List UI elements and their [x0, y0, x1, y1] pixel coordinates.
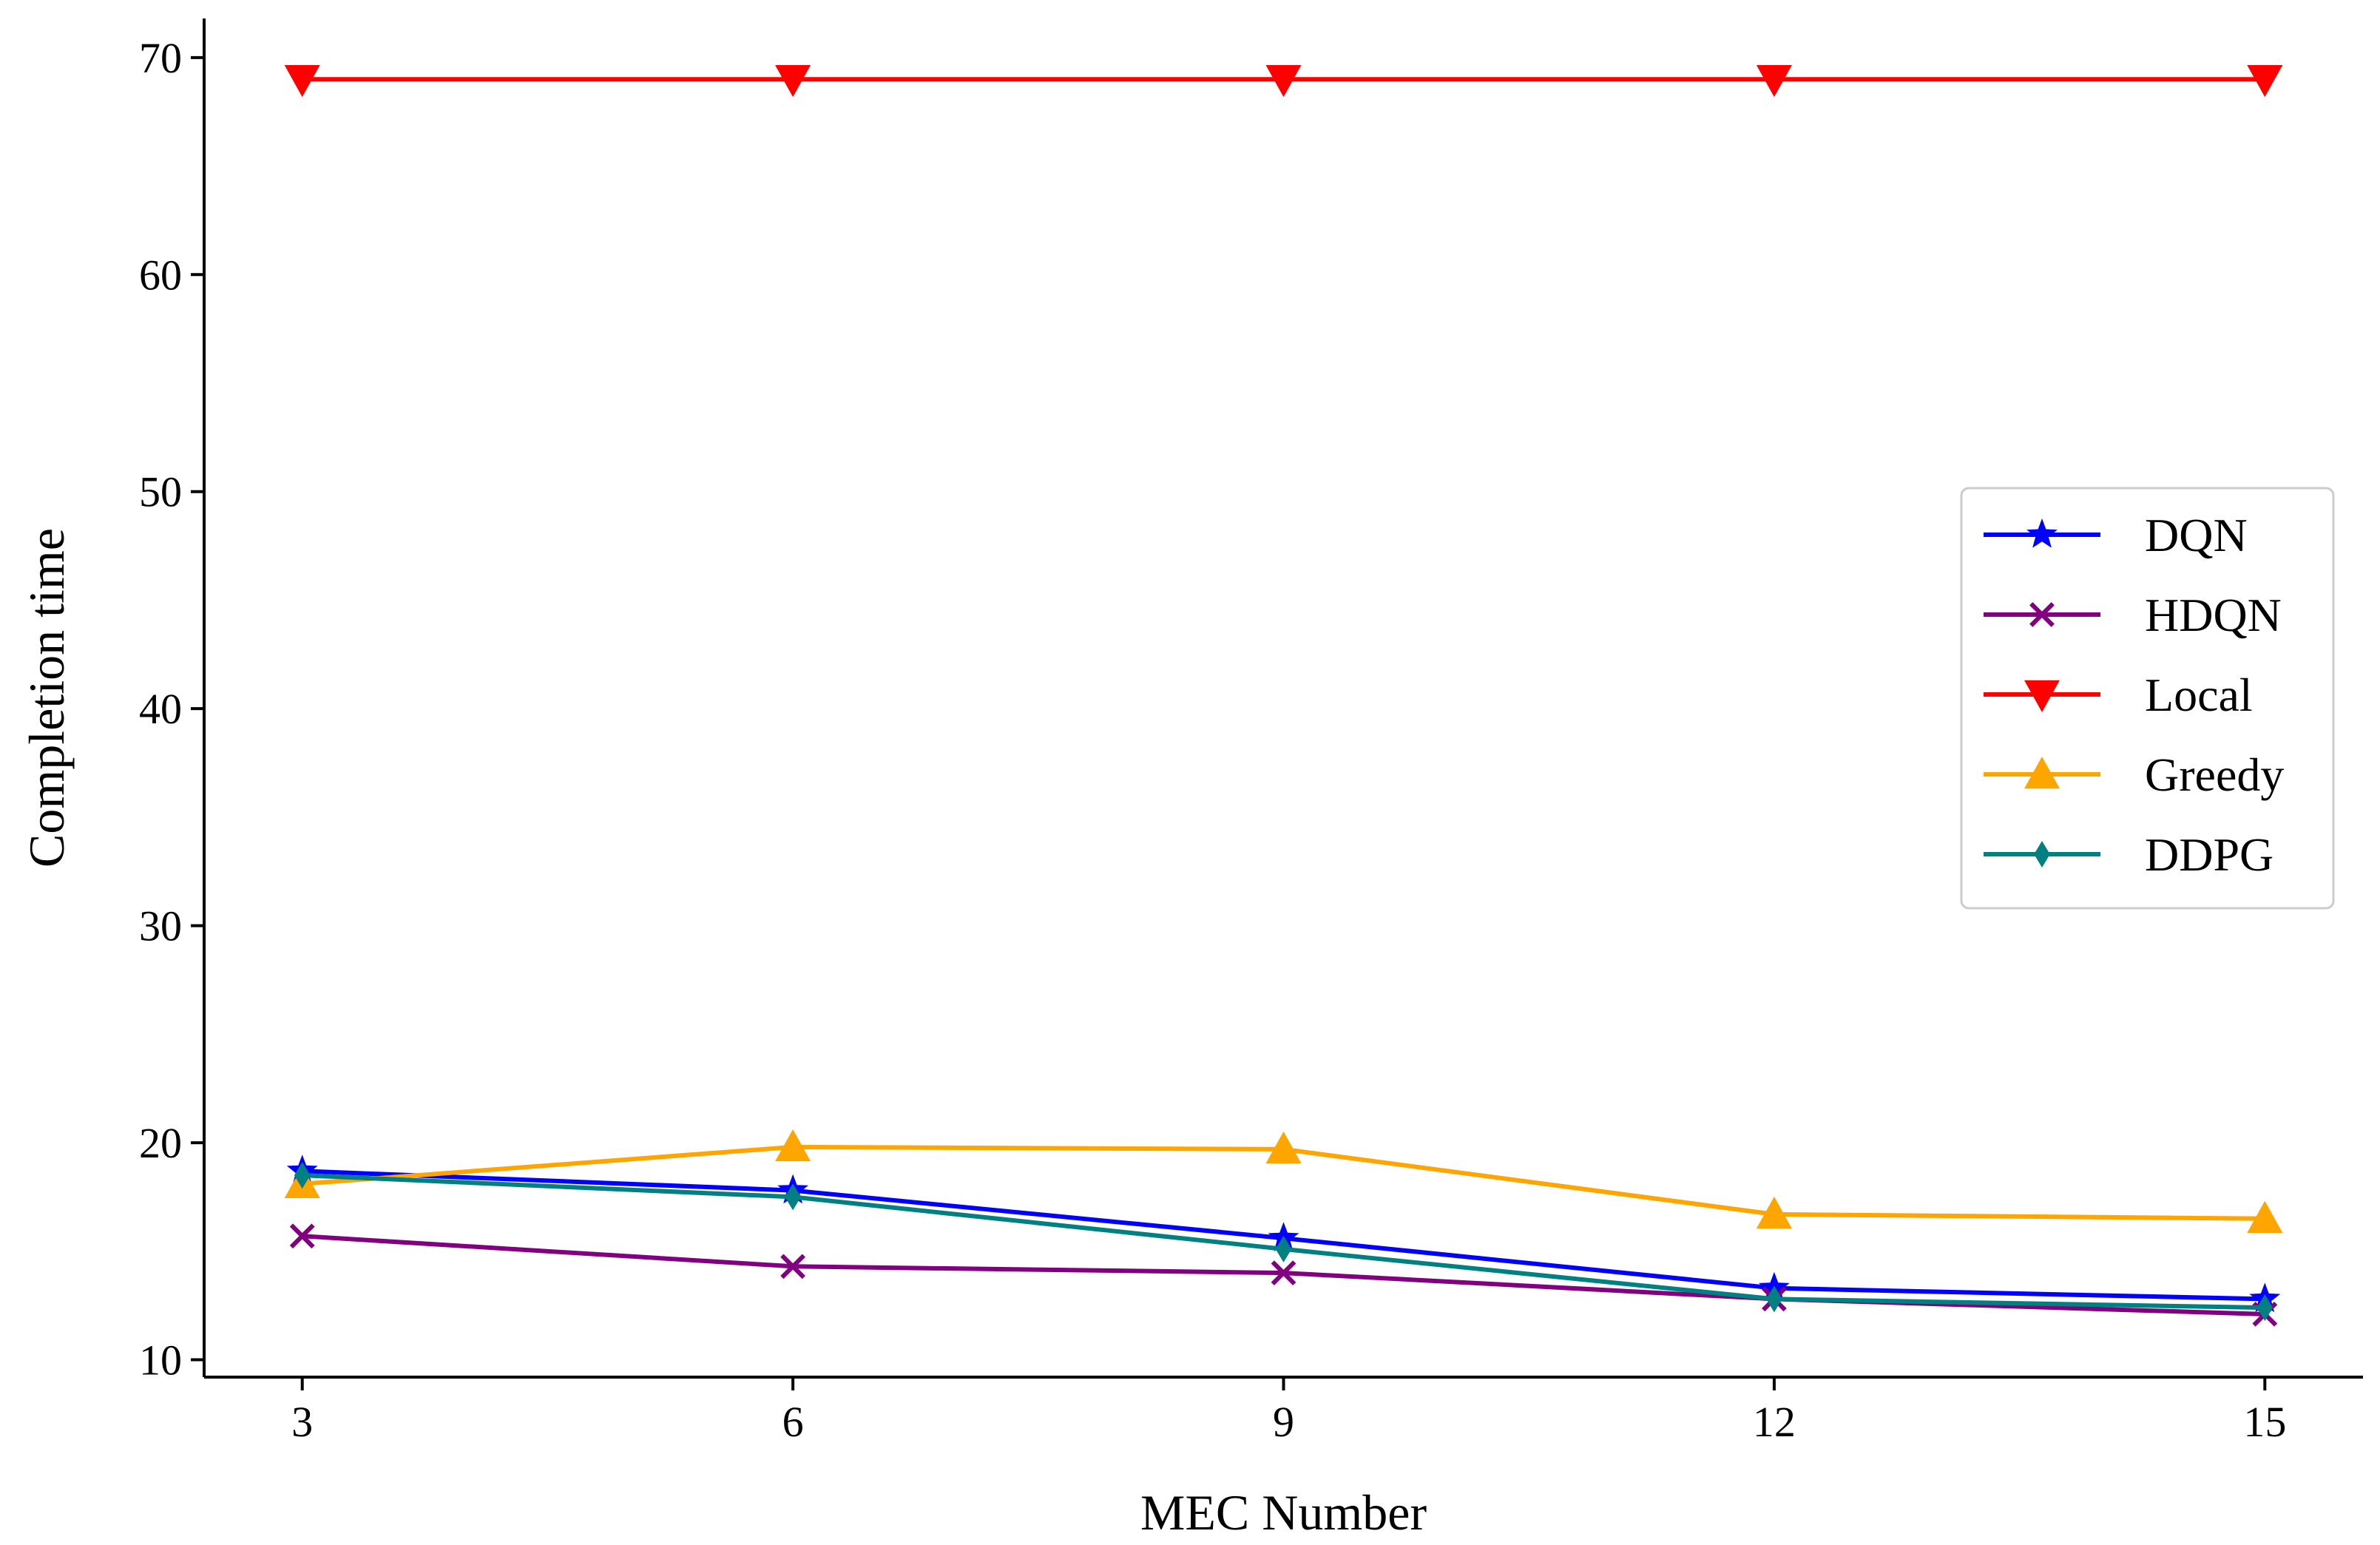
- legend-label: Local: [2145, 669, 2253, 721]
- legend-label: DDPG: [2145, 828, 2273, 881]
- legend: DQN HDQN Local Greedy DDPG: [1960, 487, 2335, 910]
- legend-item: DDPG: [1984, 828, 2273, 881]
- data-point: [284, 64, 320, 98]
- data-point: [2247, 1200, 2283, 1233]
- data-point: [1756, 1196, 1792, 1229]
- ticks: 3 6 9 12 15 10 20 30 40 50 60 70: [139, 34, 2286, 1446]
- legend-item: HDQN: [1984, 589, 2282, 641]
- y-tick-label: 10: [139, 1336, 182, 1385]
- data-point: [294, 1162, 311, 1189]
- data-point: [1275, 1235, 1292, 1262]
- data-point: [1265, 64, 1302, 98]
- data-point: [289, 1223, 315, 1249]
- legend-marker: [2029, 602, 2055, 627]
- data-point: [775, 64, 811, 98]
- legend-item: Local: [1984, 669, 2253, 721]
- y-tick-label: 70: [139, 34, 182, 82]
- series-dqn: [286, 1154, 2281, 1313]
- y-tick-label: 30: [139, 902, 182, 950]
- legend-marker: [2034, 841, 2050, 868]
- x-axis-title: MEC Number: [1140, 1484, 1427, 1541]
- legend-item: Greedy: [1984, 748, 2284, 801]
- legend-box: [1960, 487, 2335, 910]
- y-tick-label: 50: [139, 468, 182, 516]
- data-point: [2256, 1294, 2273, 1322]
- x-tick-label: 12: [1753, 1398, 1796, 1446]
- data-point: [1766, 1285, 1782, 1313]
- data-point: [1756, 64, 1792, 98]
- series-greedy: [284, 1129, 2283, 1233]
- legend-marker: [2024, 757, 2060, 789]
- series-local: [284, 64, 2283, 98]
- y-tick-label: 60: [139, 251, 182, 299]
- x-tick-label: 6: [782, 1398, 804, 1446]
- legend-item: DQN: [1984, 509, 2248, 561]
- y-tick-label: 40: [139, 685, 182, 733]
- y-tick-label: 20: [139, 1119, 182, 1167]
- x-tick-label: 3: [291, 1398, 313, 1446]
- data-point: [1265, 1131, 1302, 1164]
- data-point: [780, 1254, 805, 1279]
- x-tick-label: 15: [2243, 1398, 2286, 1446]
- legend-marker: [2024, 680, 2060, 712]
- plot-area: [284, 64, 2283, 1327]
- data-point: [1271, 1260, 1297, 1286]
- data-point: [775, 1129, 811, 1162]
- legend-label: Greedy: [2145, 748, 2284, 801]
- legend-marker: [2026, 518, 2058, 548]
- y-axis-title: Completion time: [18, 528, 75, 868]
- data-point: [785, 1183, 801, 1211]
- legend-label: DQN: [2145, 509, 2248, 561]
- series-ddpg: [294, 1162, 2273, 1322]
- data-point: [2247, 64, 2283, 98]
- legend-label: HDQN: [2145, 589, 2282, 641]
- x-tick-label: 9: [1273, 1398, 1294, 1446]
